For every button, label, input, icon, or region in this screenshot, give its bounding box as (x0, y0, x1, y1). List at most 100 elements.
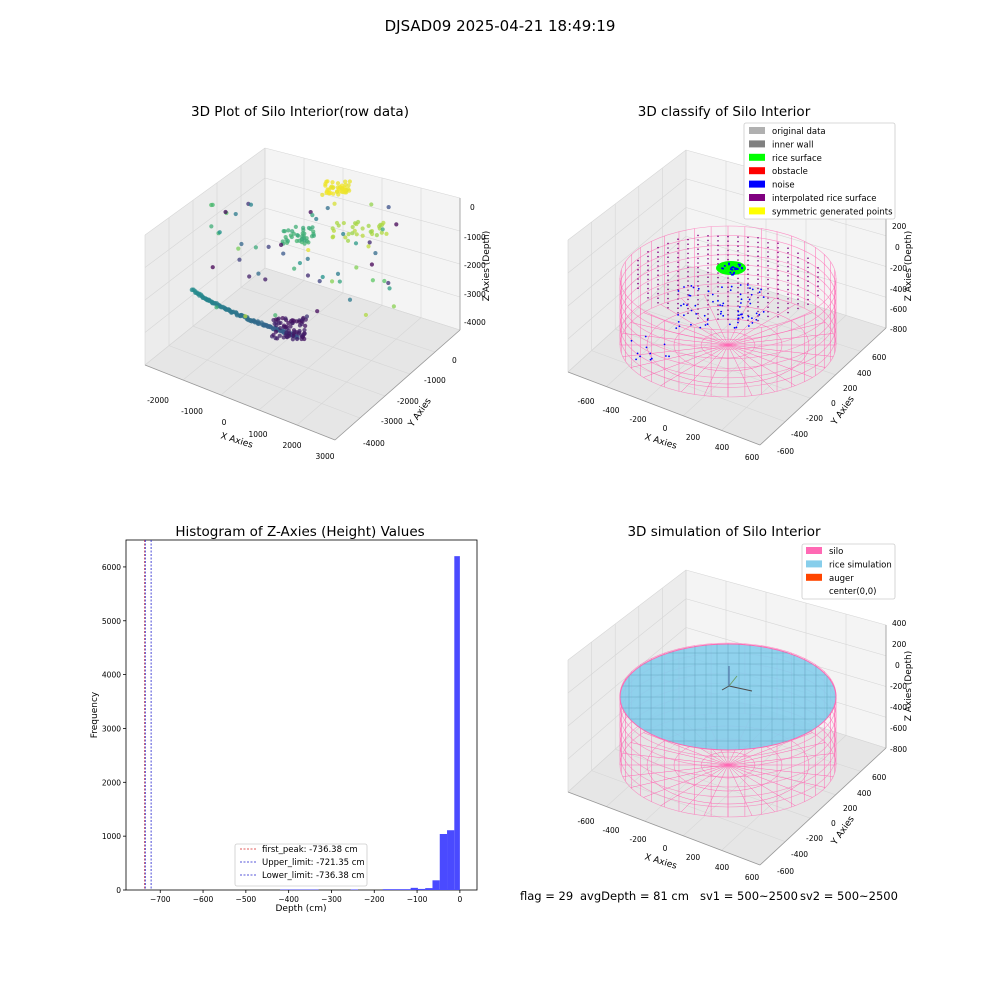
raw-data-point (290, 337, 295, 342)
interpolated-surface-point (787, 288, 789, 291)
interpolated-surface-point (777, 302, 779, 304)
noise-point (697, 287, 700, 290)
simulation-x-tick: -600 (577, 817, 594, 826)
raw-data-point (283, 235, 288, 240)
raw-data-point (347, 179, 352, 184)
interpolated-surface-point (667, 284, 669, 286)
interpolated-surface-point (807, 294, 809, 296)
histogram-bars (280, 556, 460, 890)
interpolated-surface-point (807, 275, 809, 278)
classify-legend-label: interpolated rice surface (772, 194, 877, 204)
interpolated-surface-point (687, 266, 689, 269)
simulation-legend-swatch (806, 547, 822, 554)
noise-point (751, 322, 754, 324)
interpolated-surface-point (757, 283, 759, 285)
simulation-z-tick: 200 (892, 640, 907, 649)
raw-data-point (363, 312, 369, 318)
interpolated-surface-point (777, 260, 779, 263)
interpolated-surface-point (737, 305, 739, 307)
simulation-z-tick: 0 (895, 661, 900, 670)
histogram-bar (439, 834, 448, 890)
noise-point (758, 313, 761, 316)
interpolated-surface-point (807, 298, 809, 301)
simulation-plot-title: 3D simulation of Silo Interior (627, 524, 821, 540)
depth-histogram: Histogram of Z-Axies (Height) Values −70… (90, 524, 478, 914)
raw-plot-y-ticks: 0 -1000 -2000 -3000 -4000 (363, 356, 457, 448)
raw-data-point (305, 273, 311, 278)
histogram-x-tick-label: −600 (193, 895, 214, 904)
interpolated-surface-point (787, 265, 789, 268)
interpolated-surface-point (687, 252, 689, 255)
simulation-silo-base-ring (700, 751, 756, 779)
interpolated-surface-point (777, 306, 779, 309)
histogram-bar (382, 889, 411, 890)
noise-point (630, 339, 633, 342)
classify-z-axis-label: Z Axies (Depth) (904, 231, 914, 302)
raw-data-point (286, 320, 291, 326)
interpolated-surface-point (647, 292, 649, 295)
interpolated-surface-point (667, 261, 669, 263)
interpolated-surface-point (807, 262, 809, 264)
simulation-x-tick: 400 (715, 863, 730, 872)
raw-data-point (306, 240, 311, 245)
histogram-bar (447, 830, 455, 890)
interpolated-surface-point (717, 249, 719, 251)
noise-point (739, 293, 742, 296)
raw-data-point (369, 202, 374, 207)
classify-plot-title: 3D classify of Silo Interior (638, 104, 811, 120)
raw-data-point (277, 333, 282, 338)
interpolated-surface-point (637, 273, 639, 276)
histogram-y-tick-label: 5000 (102, 617, 121, 626)
noise-point (738, 314, 740, 317)
interpolated-surface-point (687, 243, 689, 245)
raw-data-point (301, 225, 306, 230)
classify-grid-line (615, 328, 811, 399)
interpolated-surface-point (757, 260, 759, 262)
classify-legend-label: inner wall (772, 140, 813, 150)
raw-data-point (341, 231, 346, 237)
noise-point (688, 294, 691, 297)
center-axis-line (728, 675, 738, 687)
raw-z-tick: 0 (470, 203, 475, 212)
classify-silo-base-ring (700, 331, 756, 359)
histogram-bar (350, 889, 359, 890)
interpolated-surface-point (677, 279, 679, 282)
noise-point (703, 314, 706, 317)
simulation-z-tick: -800 (890, 745, 907, 754)
raw-data-point (287, 331, 292, 336)
classify-legend-swatch (749, 140, 765, 148)
raw-plot-title: 3D Plot of Silo Interior(row data) (191, 104, 409, 120)
raw-data-point (236, 246, 241, 251)
interpolated-surface-point (757, 319, 759, 322)
interpolated-surface-point (667, 247, 669, 249)
classify-legend-swatch (749, 167, 765, 175)
noise-point (686, 304, 688, 307)
interpolated-surface-point (717, 253, 719, 256)
interpolated-surface-point (777, 288, 779, 291)
interpolated-surface-point (717, 244, 719, 247)
noise-point (737, 310, 740, 313)
interpolated-surface-point (697, 243, 699, 246)
histogram-x-axis-label: Depth (cm) (275, 904, 326, 914)
noise-point (749, 287, 751, 290)
interpolated-surface-point (767, 288, 769, 290)
simulation-legend-label: rice simulation (829, 560, 892, 570)
simulation-x-tick: 600 (745, 873, 760, 882)
noise-point (746, 284, 749, 286)
raw-plot-x-ticks: -2000 -1000 0 1000 2000 3000 (147, 396, 335, 461)
interpolated-surface-point (777, 316, 779, 318)
interpolated-surface-point (767, 246, 769, 249)
raw-data-point (332, 201, 337, 206)
interpolated-surface-point (677, 261, 679, 264)
classify-grid-line (567, 207, 687, 307)
raw-data-point (325, 187, 330, 192)
interpolated-surface-point (797, 252, 799, 254)
interpolated-surface-point (787, 261, 789, 263)
interpolated-surface-point (757, 278, 759, 281)
interpolated-surface-point (707, 313, 709, 315)
raw-data-point (320, 192, 325, 198)
classify-grid-line (682, 302, 807, 417)
interpolated-surface-point (757, 237, 759, 239)
interpolated-surface-point (657, 265, 659, 267)
interpolated-surface-point (657, 302, 659, 304)
